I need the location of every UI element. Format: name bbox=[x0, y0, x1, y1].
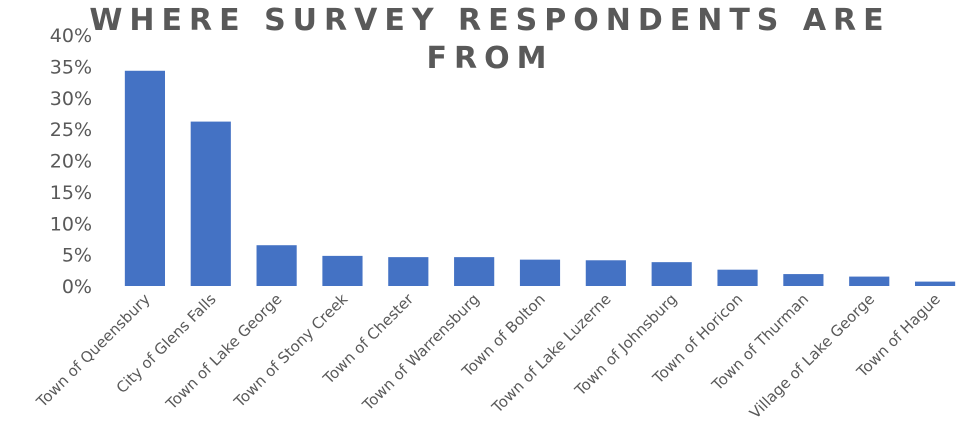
bar bbox=[585, 260, 626, 286]
x-tick-label: Town of Queensbury bbox=[32, 290, 154, 412]
y-tick-label: 10% bbox=[50, 213, 92, 235]
x-tick-label: Town of Lake Luzerne bbox=[488, 290, 615, 417]
bar bbox=[849, 276, 890, 286]
bars-group bbox=[124, 70, 956, 286]
x-tick-label: Village of Lake George bbox=[746, 290, 878, 422]
bar bbox=[783, 274, 824, 286]
bar bbox=[651, 262, 692, 286]
bar bbox=[914, 281, 956, 286]
y-axis: 0% 5% 10% 15% 20% 25% 30% 35% 40% bbox=[50, 25, 92, 298]
bar bbox=[388, 257, 429, 286]
y-tick-label: 30% bbox=[50, 88, 92, 110]
chart-title-line-1: WHERE SURVEY RESPONDENTS ARE bbox=[89, 3, 890, 38]
bar bbox=[322, 255, 363, 286]
bar bbox=[519, 259, 561, 286]
bar bbox=[124, 70, 166, 286]
x-tick-label: Town of Lake George bbox=[162, 290, 286, 414]
bar bbox=[190, 121, 231, 286]
bar bbox=[717, 269, 758, 286]
y-tick-label: 20% bbox=[50, 151, 92, 173]
y-tick-label: 35% bbox=[50, 56, 92, 78]
y-tick-label: 15% bbox=[50, 182, 92, 204]
x-tick-label: Town of Stony Creek bbox=[230, 290, 352, 412]
y-tick-label: 25% bbox=[50, 119, 92, 141]
y-tick-label: 40% bbox=[50, 25, 92, 47]
x-tick-label: Town of Warrensburg bbox=[358, 290, 483, 415]
chart-title-line-2: FROM bbox=[427, 41, 554, 76]
y-tick-label: 0% bbox=[62, 276, 92, 298]
y-tick-label: 5% bbox=[62, 245, 92, 267]
bar bbox=[256, 245, 297, 286]
bar bbox=[454, 257, 495, 286]
